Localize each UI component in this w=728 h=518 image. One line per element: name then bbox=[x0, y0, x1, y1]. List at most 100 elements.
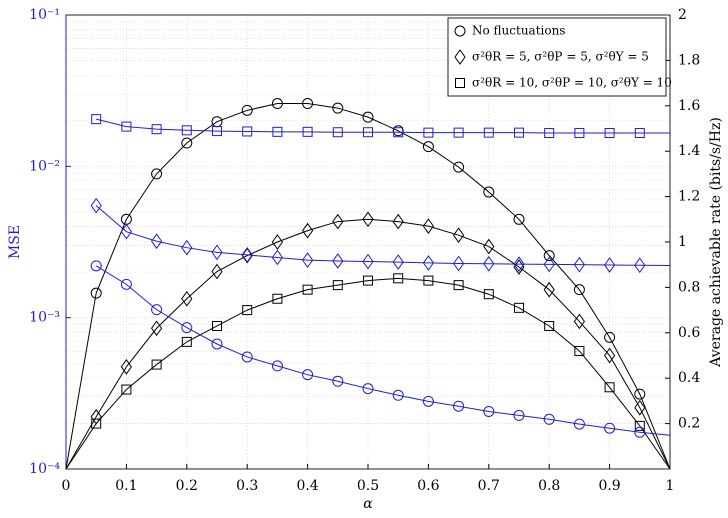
marker bbox=[573, 418, 585, 430]
marker bbox=[181, 137, 193, 149]
marker bbox=[90, 287, 102, 299]
y-tick-label: 10⁻⁴ bbox=[29, 461, 60, 477]
x-tick-label: 0.8 bbox=[538, 478, 560, 494]
marker bbox=[634, 257, 646, 274]
marker bbox=[241, 351, 253, 363]
legend-label: σ²θR = 5, σ²θP = 5, σ²θY = 5 bbox=[472, 50, 649, 64]
x-tick-label: 0.7 bbox=[478, 478, 500, 494]
marker bbox=[211, 263, 223, 280]
marker bbox=[181, 125, 192, 136]
marker bbox=[452, 255, 465, 272]
y2-tick-label: 2 bbox=[678, 7, 687, 23]
marker bbox=[302, 284, 313, 295]
marker bbox=[423, 275, 434, 286]
marker bbox=[332, 280, 343, 291]
marker bbox=[211, 244, 223, 261]
marker bbox=[454, 25, 466, 37]
series-line bbox=[65, 218, 671, 470]
marker bbox=[301, 252, 314, 268]
marker bbox=[181, 239, 193, 256]
y2-tick-label: 0.2 bbox=[678, 416, 700, 432]
marker bbox=[543, 413, 555, 425]
marker bbox=[543, 281, 555, 298]
y2-tick-label: 0.8 bbox=[678, 279, 700, 295]
marker bbox=[363, 275, 373, 286]
marker bbox=[392, 389, 404, 401]
marker bbox=[151, 168, 163, 180]
marker bbox=[573, 284, 585, 296]
marker bbox=[514, 127, 524, 138]
marker bbox=[634, 399, 646, 416]
marker bbox=[393, 273, 404, 284]
marker bbox=[604, 128, 615, 139]
y-tick-label: 10⁻³ bbox=[29, 310, 60, 326]
marker bbox=[514, 302, 524, 313]
marker bbox=[483, 238, 495, 255]
marker bbox=[211, 338, 223, 350]
marker bbox=[422, 141, 434, 153]
marker bbox=[422, 218, 435, 234]
marker bbox=[212, 320, 222, 331]
marker bbox=[302, 126, 313, 137]
marker bbox=[362, 211, 374, 228]
x-tick-label: 0.4 bbox=[296, 478, 318, 494]
marker bbox=[543, 250, 555, 262]
marker bbox=[363, 127, 373, 138]
y2-tick-label: 0.6 bbox=[678, 325, 700, 341]
marker bbox=[242, 305, 253, 316]
marker bbox=[241, 104, 253, 116]
marker bbox=[151, 359, 162, 370]
marker bbox=[604, 382, 615, 393]
y2-tick-label: 1.2 bbox=[678, 189, 700, 205]
marker bbox=[573, 313, 586, 330]
marker bbox=[332, 375, 344, 387]
marker bbox=[272, 126, 283, 137]
marker bbox=[120, 278, 132, 290]
marker bbox=[90, 197, 102, 214]
marker bbox=[422, 395, 434, 407]
marker bbox=[634, 426, 646, 438]
marker bbox=[332, 213, 344, 230]
marker bbox=[604, 422, 616, 434]
marker bbox=[483, 186, 495, 198]
x-tick-label: 0.5 bbox=[357, 478, 379, 494]
marker bbox=[453, 280, 464, 291]
y-axis-label: MSE bbox=[7, 225, 23, 259]
marker bbox=[454, 49, 466, 65]
series-line bbox=[65, 103, 671, 470]
marker bbox=[513, 259, 525, 275]
marker bbox=[574, 345, 585, 356]
marker bbox=[242, 126, 253, 137]
y2-tick-label: 1.4 bbox=[678, 143, 700, 159]
y2-tick-label: 1 bbox=[678, 234, 687, 250]
x-tick-label: 1 bbox=[666, 478, 675, 494]
marker bbox=[453, 127, 464, 138]
marker bbox=[483, 255, 495, 272]
marker bbox=[332, 127, 343, 138]
marker bbox=[422, 255, 435, 271]
marker bbox=[271, 249, 284, 266]
marker bbox=[301, 222, 314, 239]
marker bbox=[513, 409, 525, 421]
marker bbox=[181, 322, 193, 334]
x-tick-label: 0.2 bbox=[176, 478, 198, 494]
marker bbox=[603, 257, 616, 273]
marker bbox=[362, 383, 374, 395]
legend-label: No fluctuations bbox=[472, 24, 565, 38]
marker bbox=[634, 128, 645, 139]
marker bbox=[483, 127, 494, 138]
marker bbox=[544, 320, 555, 331]
y2-tick-label: 1.6 bbox=[678, 98, 700, 114]
marker bbox=[121, 384, 132, 395]
y2-tick-label: 1.8 bbox=[678, 52, 700, 68]
marker bbox=[574, 128, 585, 139]
marker bbox=[151, 124, 162, 135]
series-line bbox=[95, 205, 671, 267]
marker bbox=[573, 256, 586, 273]
marker bbox=[453, 161, 465, 173]
marker bbox=[483, 289, 494, 300]
marker bbox=[91, 418, 102, 429]
marker bbox=[91, 114, 102, 125]
x-tick-label: 0.1 bbox=[115, 478, 137, 494]
